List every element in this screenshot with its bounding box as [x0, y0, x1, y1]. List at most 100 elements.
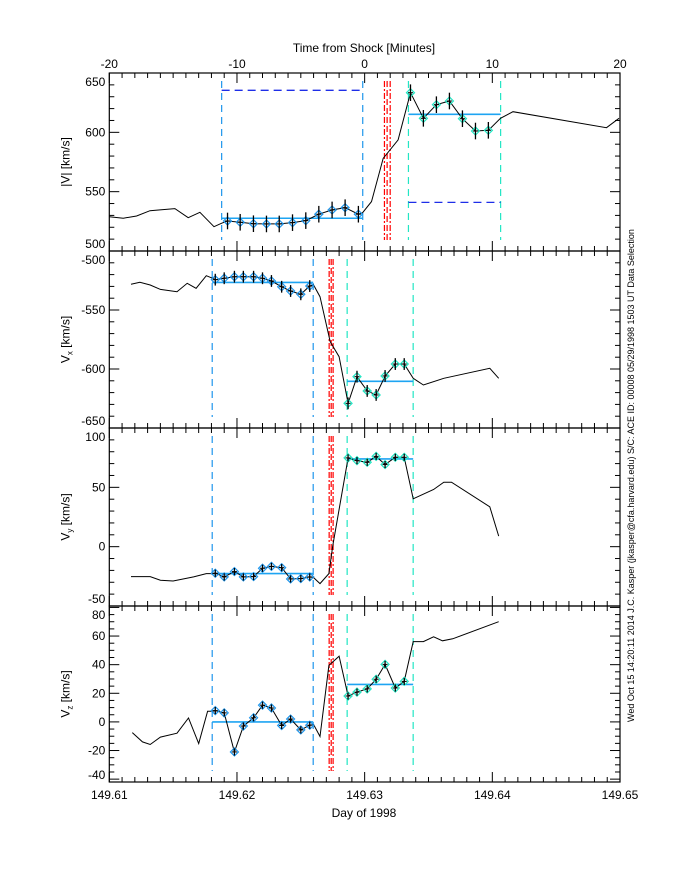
data-point-diamond: [248, 271, 259, 282]
data-point-diamond: [362, 386, 373, 396]
data-point-diamond: [261, 219, 272, 229]
top-tick-label: 0: [361, 57, 368, 71]
y-label-base: V: [58, 355, 72, 363]
y-label-base: V: [58, 533, 72, 541]
y-axis-label: |V| [km/s]: [58, 137, 72, 187]
data-point-diamond: [444, 96, 455, 106]
y-axis-label: Vx [km/s]: [58, 316, 74, 363]
data-point-diamond: [238, 572, 249, 582]
data-point-diamond: [418, 113, 429, 124]
data-point-diamond: [362, 684, 373, 694]
y-tick-label: -500: [81, 253, 105, 267]
data-point-diamond: [248, 571, 259, 582]
data-line: [131, 455, 500, 585]
data-point-diamond: [371, 451, 381, 462]
y-label-subscript: x: [65, 351, 74, 355]
data-point-diamond: [390, 683, 401, 693]
data-point-diamond: [352, 455, 362, 466]
x-tick-label: 149.62: [219, 788, 256, 802]
y-label-subscript: y: [65, 529, 74, 533]
side-annotation: Wed Oct 15 14:20:11 2014 J.C. Kasper (jk…: [626, 229, 636, 722]
y-tick-label: 100: [85, 430, 105, 444]
data-point-diamond: [229, 566, 240, 577]
data-point-diamond: [457, 113, 468, 124]
data-point-diamond: [304, 720, 315, 731]
y-tick-label: -650: [81, 414, 105, 428]
top-tick-label: 20: [613, 57, 627, 71]
data-point-diamond: [248, 218, 259, 229]
data-point-diamond: [276, 562, 287, 573]
data-point-diamond: [343, 398, 353, 409]
y-label-unit: [km/s]: [58, 316, 72, 351]
x-tick-label: 149.63: [346, 788, 383, 802]
data-point-diamond: [352, 687, 362, 697]
x-tick-label: 149.61: [91, 788, 128, 802]
data-point-diamond: [431, 99, 442, 110]
plot-frame: [108, 250, 621, 429]
bottom-axis-title: Day of 1998: [332, 806, 397, 820]
y-axis-label: Vy [km/s]: [58, 493, 74, 540]
data-point-diamond: [399, 359, 410, 369]
plot-frame: [108, 605, 621, 783]
y-axis-label: Vz [km/s]: [58, 670, 74, 717]
y-tick-label: 550: [85, 185, 105, 199]
y-tick-label: -40: [88, 768, 106, 782]
y-tick-label: 50: [92, 480, 106, 494]
data-point-diamond: [257, 700, 268, 711]
data-point-diamond: [266, 703, 277, 713]
data-point-diamond: [285, 574, 296, 584]
data-point-diamond: [235, 217, 246, 228]
data-point-diamond: [229, 747, 240, 757]
data-point-diamond: [274, 219, 285, 229]
data-point-diamond: [353, 209, 364, 220]
data-point-diamond: [380, 371, 390, 381]
y-label-unit: [km/s]: [58, 493, 72, 528]
y-tick-label: 500: [85, 237, 105, 251]
data-line: [131, 621, 499, 754]
plot-frame: [108, 72, 621, 252]
top-tick-label: 10: [486, 57, 500, 71]
y-tick-label: 60: [92, 629, 106, 643]
y-label-base: V: [58, 710, 72, 718]
data-point-diamond: [210, 705, 221, 716]
y-tick-label: -20: [88, 744, 106, 758]
data-point-diamond: [285, 714, 296, 724]
bottom-axis-tick-labels: 149.61 149.62 149.63 149.64 149.65: [91, 788, 639, 802]
x-tick-label: 149.64: [474, 788, 511, 802]
top-tick-label: -20: [101, 57, 119, 71]
data-point-diamond: [295, 573, 306, 584]
data-point-diamond: [343, 691, 353, 701]
data-point-diamond: [276, 720, 287, 731]
y-tick-label: -50: [88, 592, 106, 606]
data-point-diamond: [229, 271, 240, 282]
data-point-diamond: [257, 273, 268, 284]
plot-frame: [108, 427, 621, 607]
data-point-diamond: [266, 276, 277, 286]
y-tick-label: -600: [81, 362, 105, 376]
y-tick-label: 600: [85, 125, 105, 139]
panel-3: -50 0 50 100 Vy [km/s]: [58, 427, 621, 607]
data-point-diamond: [313, 209, 324, 220]
y-tick-label: -550: [81, 303, 105, 317]
panel-4: -40 -20 0 20 40 60 80 Vz [km/s]: [58, 605, 621, 783]
data-point-diamond: [219, 273, 230, 284]
y-tick-label: 40: [92, 658, 106, 672]
data-point-diamond: [304, 281, 315, 291]
y-label-subscript: z: [65, 706, 74, 710]
data-point-diamond: [380, 459, 390, 470]
top-tick-label: -10: [228, 57, 246, 71]
data-point-diamond: [210, 274, 221, 285]
data-point-diamond: [390, 452, 401, 463]
data-point-diamond: [390, 359, 401, 369]
data-line: [130, 275, 500, 406]
data-point-diamond: [371, 674, 381, 685]
data-point-diamond: [287, 217, 298, 228]
data-point-diamond: [405, 87, 416, 98]
data-point-diamond: [371, 390, 381, 400]
data-point-diamond: [219, 708, 230, 718]
data-point-diamond: [248, 712, 259, 723]
data-point-diamond: [399, 676, 410, 687]
data-point-diamond: [285, 286, 296, 296]
